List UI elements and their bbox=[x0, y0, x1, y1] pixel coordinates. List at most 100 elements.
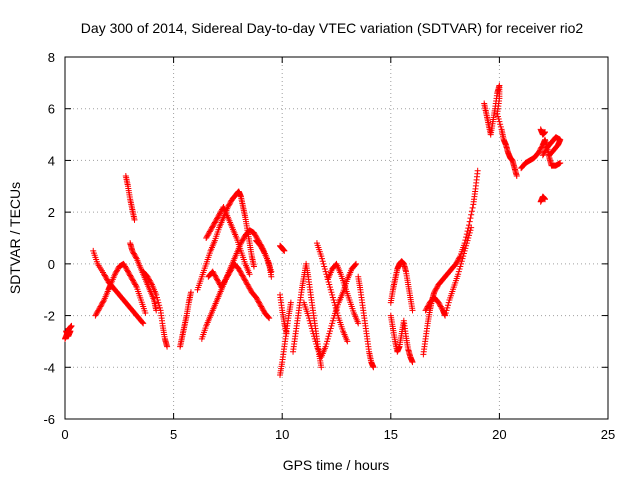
data-point bbox=[144, 273, 151, 280]
data-point bbox=[319, 258, 326, 265]
data-point bbox=[432, 286, 439, 293]
data-point bbox=[235, 266, 242, 273]
data-point bbox=[222, 276, 229, 283]
data-point bbox=[99, 299, 106, 306]
data-point bbox=[466, 218, 473, 225]
data-point bbox=[281, 247, 288, 254]
data-point bbox=[460, 253, 467, 260]
data-point bbox=[467, 215, 474, 222]
data-point bbox=[208, 224, 215, 231]
data-point bbox=[124, 268, 131, 275]
data-point bbox=[208, 225, 215, 232]
data-point bbox=[131, 280, 138, 287]
data-point bbox=[122, 264, 129, 271]
data-point bbox=[240, 275, 247, 282]
x-tick-label: 20 bbox=[492, 427, 506, 442]
data-point bbox=[96, 306, 103, 313]
y-tick-label: -4 bbox=[43, 360, 55, 375]
data-point bbox=[455, 256, 462, 263]
data-point bbox=[187, 289, 194, 296]
data-point bbox=[261, 249, 268, 256]
data-point bbox=[154, 297, 161, 304]
data-point bbox=[257, 302, 264, 309]
data-point bbox=[497, 123, 504, 130]
data-point bbox=[469, 204, 476, 211]
data-point bbox=[266, 315, 273, 322]
data-point bbox=[409, 359, 416, 366]
data-point bbox=[244, 281, 251, 288]
data-point bbox=[146, 277, 153, 284]
data-point bbox=[100, 298, 107, 305]
data-point bbox=[211, 272, 218, 279]
data-point bbox=[225, 271, 232, 278]
data-point bbox=[452, 260, 459, 267]
data-point bbox=[329, 320, 336, 327]
axis-ticks: 0 5 10 15 20 25 -6 -4 -2 0 2 4 6 8 bbox=[43, 50, 615, 442]
data-point bbox=[327, 286, 334, 293]
data-point bbox=[206, 229, 213, 236]
data-point bbox=[258, 244, 265, 251]
data-point bbox=[260, 247, 267, 254]
data-point bbox=[132, 253, 139, 260]
data-point bbox=[210, 222, 217, 229]
data-point bbox=[260, 307, 267, 314]
data-point bbox=[226, 201, 233, 208]
data-point bbox=[538, 144, 545, 151]
data-point bbox=[494, 113, 501, 120]
data-point bbox=[148, 280, 155, 287]
data-point bbox=[468, 208, 475, 215]
data-point bbox=[226, 269, 233, 276]
data-point bbox=[103, 275, 110, 282]
data-point bbox=[130, 277, 137, 284]
data-point bbox=[424, 303, 431, 310]
data-point bbox=[125, 269, 132, 276]
data-point bbox=[344, 338, 351, 345]
data-point bbox=[443, 307, 450, 314]
data-point bbox=[219, 281, 226, 288]
data-point bbox=[253, 294, 260, 301]
data-point bbox=[326, 281, 333, 288]
data-point bbox=[462, 245, 469, 252]
data-point bbox=[330, 297, 337, 304]
data-point bbox=[468, 224, 475, 231]
data-point bbox=[212, 273, 219, 280]
data-point bbox=[324, 335, 331, 342]
data-point bbox=[456, 266, 463, 273]
data-point bbox=[111, 271, 118, 278]
data-point bbox=[213, 275, 220, 282]
data-point bbox=[311, 335, 318, 342]
data-point bbox=[219, 282, 226, 289]
data-point bbox=[307, 320, 314, 327]
data-point bbox=[145, 275, 152, 282]
data-point bbox=[256, 300, 263, 307]
data-point bbox=[305, 315, 312, 322]
data-point bbox=[207, 227, 214, 234]
data-point bbox=[127, 273, 134, 280]
data-point bbox=[241, 276, 248, 283]
data-point bbox=[214, 215, 221, 222]
data-point bbox=[153, 291, 160, 298]
y-axis-label: SDTVAR / TECUs bbox=[7, 182, 23, 294]
data-point bbox=[238, 271, 245, 278]
data-point bbox=[455, 268, 462, 275]
data-point bbox=[130, 250, 137, 257]
data-point bbox=[132, 254, 139, 261]
data-point bbox=[224, 273, 231, 280]
data-point bbox=[326, 284, 333, 291]
data-point bbox=[542, 128, 549, 135]
data-point bbox=[112, 269, 119, 276]
data-point bbox=[496, 118, 503, 125]
data-point bbox=[444, 302, 451, 309]
data-point bbox=[93, 309, 100, 316]
data-point bbox=[539, 152, 546, 159]
data-point bbox=[101, 271, 108, 278]
data-point bbox=[513, 172, 520, 179]
data-point bbox=[98, 302, 105, 309]
data-point bbox=[258, 303, 265, 310]
data-point bbox=[422, 307, 429, 314]
data-point bbox=[258, 245, 265, 252]
y-tick-label: 6 bbox=[48, 102, 55, 117]
data-point bbox=[328, 289, 335, 296]
data-point bbox=[217, 209, 224, 216]
data-point bbox=[433, 285, 440, 292]
